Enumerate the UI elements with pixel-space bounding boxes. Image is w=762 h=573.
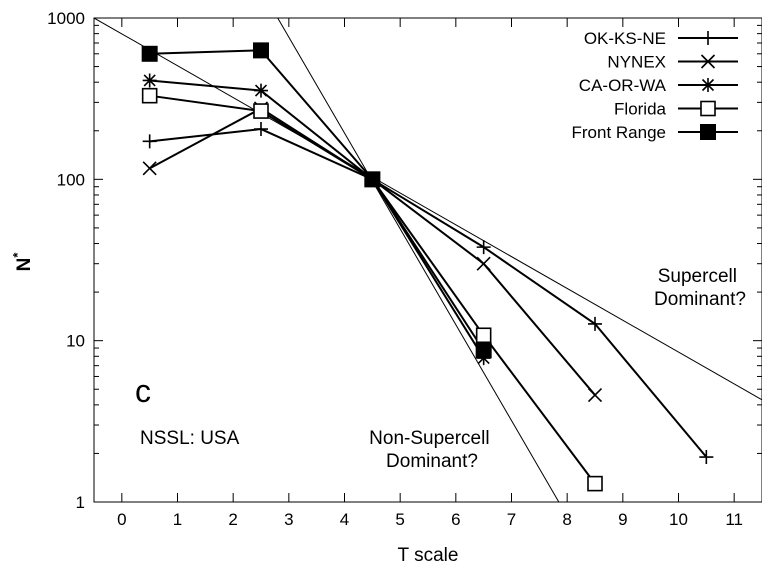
reference-lines — [94, 18, 762, 502]
series-3 — [149, 94, 596, 485]
series-layer — [141, 42, 714, 492]
legend: OK-KS-NE NYNEX CA-OR-WA Florida Front Range — [572, 29, 738, 142]
y-axis: 1 10 100 1000 — [47, 9, 762, 512]
point-open-square — [700, 100, 716, 117]
point-filled-square — [253, 42, 269, 59]
series-2 — [149, 79, 485, 359]
point-plus — [476, 240, 491, 255]
y-tick-label: 100 — [57, 170, 85, 189]
y-axis-label: N* — [10, 252, 35, 272]
annotation-supercell: Supercell Dominant? — [654, 266, 746, 310]
reference-line — [94, 18, 762, 401]
panel-subtitle: NSSL: USA — [140, 428, 240, 449]
point-open-square — [587, 475, 603, 492]
legend-item: OK-KS-NE — [584, 29, 738, 48]
series-markers-0 — [142, 122, 714, 465]
x-tick-label: 9 — [618, 510, 627, 529]
annotation-non-supercell-line1: Non-Supercell — [369, 428, 489, 449]
series-line — [149, 94, 596, 485]
point-asterisk — [254, 83, 268, 98]
x-axis: 0 1 2 3 4 5 6 7 8 9 10 11 — [117, 18, 743, 529]
series-markers-1 — [142, 101, 603, 403]
y-tick-label: 1 — [76, 493, 85, 512]
point-asterisk — [142, 73, 157, 88]
series-line — [149, 49, 485, 351]
annotation-non-supercell: Non-Supercell Dominant? — [369, 428, 495, 472]
point-plus — [588, 316, 602, 331]
point-plus — [142, 134, 157, 149]
point-cross — [587, 388, 603, 403]
y-tick-label: 10 — [66, 332, 85, 351]
series-line — [149, 79, 485, 359]
legend-item: Front Range — [572, 123, 738, 142]
x-tick-label: 5 — [395, 510, 404, 529]
y-axis-label-superscript: * — [10, 252, 25, 258]
series-0 — [149, 128, 708, 458]
x-tick-label: 4 — [340, 510, 349, 529]
x-tick-label: 3 — [284, 510, 293, 529]
annotation-non-supercell-line2: Dominant? — [386, 451, 478, 472]
x-tick-label: 2 — [228, 510, 237, 529]
legend-label: Front Range — [572, 123, 667, 142]
x-tick-label: 7 — [507, 510, 516, 529]
point-filled-square — [364, 171, 381, 188]
plot-frame — [93, 17, 762, 503]
point-asterisk — [701, 78, 715, 92]
x-tick-label: 6 — [451, 510, 460, 529]
legend-label: NYNEX — [607, 53, 666, 72]
legend-label: Florida — [614, 100, 667, 119]
legend-item: Florida — [614, 100, 738, 119]
legend-label: OK-KS-NE — [584, 29, 666, 48]
x-tick-label: 10 — [669, 510, 688, 529]
series-1 — [149, 107, 596, 396]
x-axis-label: T scale — [398, 545, 459, 566]
point-plus — [699, 450, 714, 465]
point-plus — [254, 122, 268, 137]
point-filled-square — [475, 342, 492, 359]
point-open-square — [253, 103, 269, 119]
series-4 — [149, 49, 485, 351]
x-tick-label: 11 — [725, 510, 743, 529]
x-tick-label: 8 — [562, 510, 571, 529]
series-line — [149, 107, 596, 396]
series-markers-4 — [141, 42, 492, 359]
point-open-square — [141, 87, 158, 104]
point-cross — [700, 54, 716, 69]
annotation-supercell-line2: Dominant? — [654, 289, 746, 310]
point-filled-square — [141, 45, 158, 62]
panel-letter: c — [135, 373, 151, 409]
annotation-supercell-line1: Supercell — [658, 266, 737, 287]
y-tick-label: 1000 — [47, 9, 85, 28]
point-filled-square — [700, 124, 716, 140]
reference-line — [277, 18, 560, 502]
point-cross — [476, 256, 491, 271]
point-open-square — [475, 327, 492, 344]
series-line — [149, 128, 708, 458]
point-plus — [701, 31, 715, 45]
legend-item: CA-OR-WA — [579, 76, 738, 95]
legend-item: NYNEX — [607, 53, 738, 72]
legend-label: CA-OR-WA — [579, 76, 667, 95]
point-cross — [142, 161, 157, 176]
x-tick-label: 0 — [117, 510, 126, 529]
x-tick-label: 1 — [173, 510, 182, 529]
